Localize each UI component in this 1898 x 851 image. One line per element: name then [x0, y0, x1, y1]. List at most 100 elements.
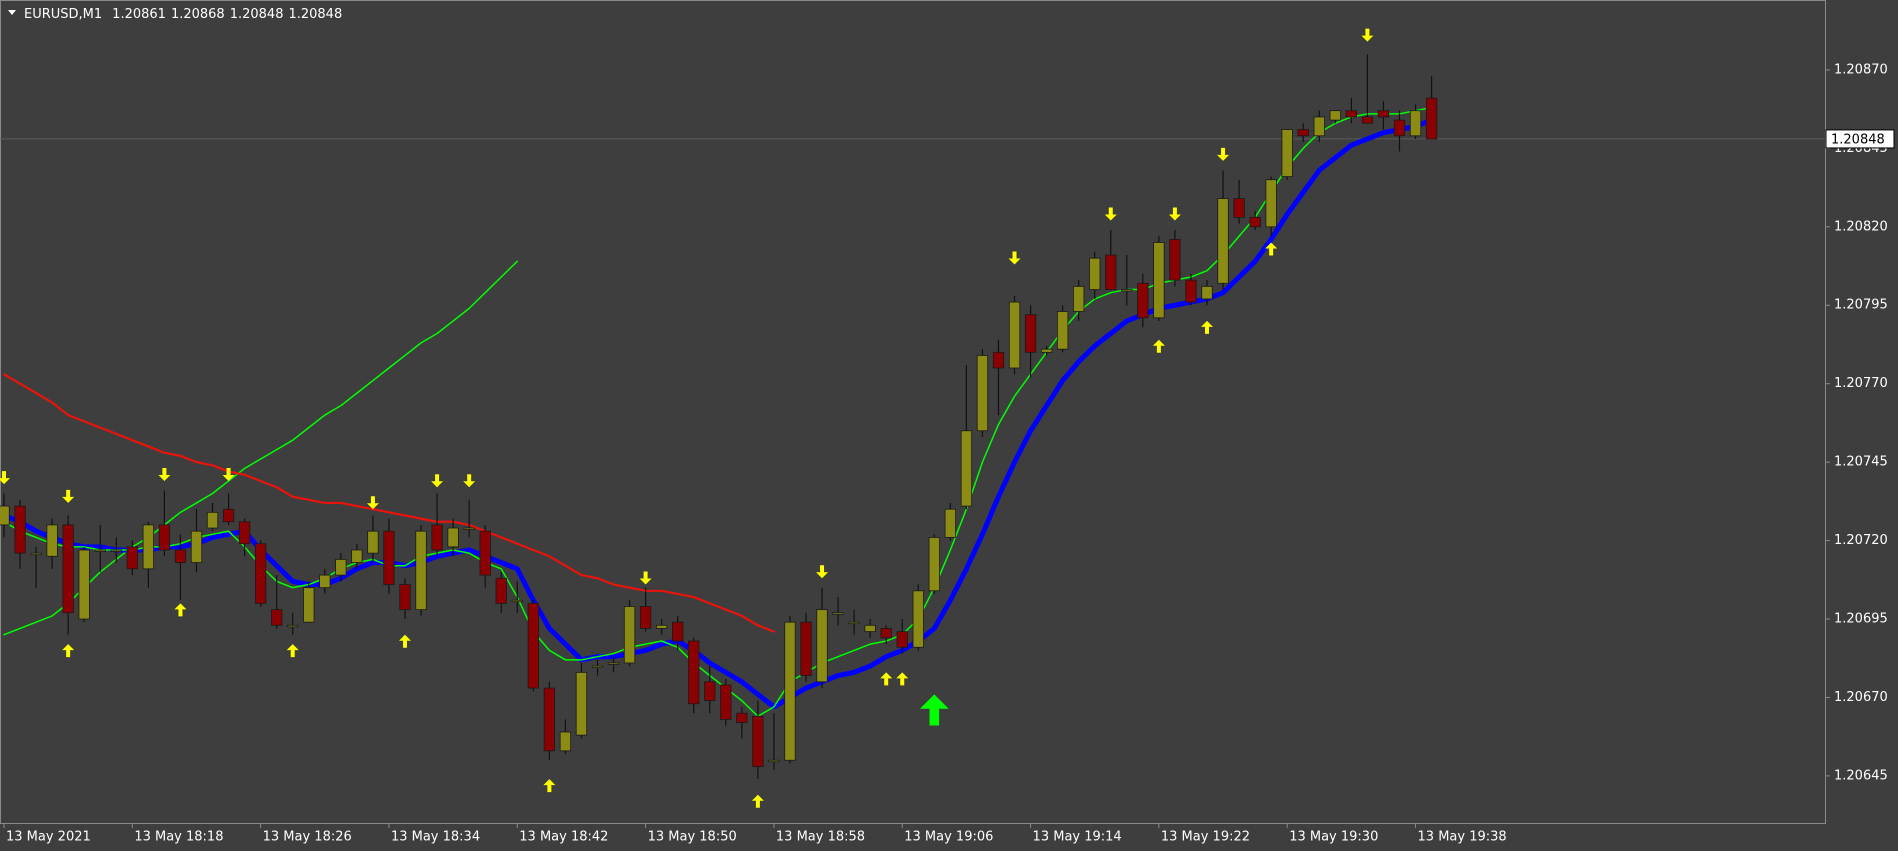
candle-body: [672, 621, 684, 642]
signal-arrow: [286, 644, 299, 658]
candle-body: [639, 606, 652, 629]
candle-body: [479, 530, 491, 576]
signal-arrow: [431, 474, 444, 488]
signal-arrow: [174, 603, 187, 617]
candle-body: [607, 662, 620, 665]
candle-body: [238, 521, 251, 545]
signal-layer: [0, 28, 1374, 808]
x-tick-label: 13 May 19:14: [1033, 830, 1122, 845]
signal-arrow: [919, 694, 949, 726]
candle-body: [287, 624, 299, 628]
candle-body: [1409, 110, 1422, 137]
x-tick-label: 13 May 19:30: [1289, 830, 1378, 845]
axis-layer: 1.20645 1.20670 1.20695 1.20720 1.20745 1.207…: [3, 62, 1895, 845]
candle-body: [174, 549, 187, 563]
candle-body: [14, 505, 26, 554]
candle-body: [1169, 238, 1181, 281]
signal-arrow: [543, 779, 556, 793]
candle-body: [190, 530, 203, 563]
candle-body: [158, 524, 171, 551]
candle-body: [1265, 179, 1277, 228]
x-tick-label: 13 May 18:42: [519, 830, 608, 845]
signal-arrow: [62, 489, 75, 503]
y-tick-label: 1.20820: [1834, 219, 1888, 234]
header-close: 1.20848: [288, 7, 342, 22]
signal-arrow: [816, 565, 829, 579]
signal-arrow: [1217, 147, 1230, 161]
y-tick-label: 1.20795: [1834, 298, 1888, 313]
signal-arrow: [1361, 28, 1374, 42]
candle-body: [688, 640, 700, 705]
candle-body: [1233, 198, 1245, 218]
candle-body: [271, 609, 283, 626]
signal-arrow: [1201, 320, 1213, 334]
candle-body: [543, 687, 556, 752]
signal-arrow: [463, 474, 476, 488]
candle-body: [495, 577, 507, 604]
candle-body: [864, 624, 876, 632]
x-tick-label: 13 May 19:06: [904, 830, 993, 845]
signal-arrow: [62, 644, 75, 658]
candle-body: [1281, 129, 1293, 177]
candle-body: [399, 584, 411, 611]
candle-body: [1024, 314, 1037, 353]
candle-body: [415, 530, 427, 611]
signal-arrow: [0, 471, 10, 485]
y-tick-label: 1.20670: [1834, 690, 1888, 705]
x-tick-label: 13 May 19:38: [1418, 830, 1507, 845]
signal-arrow: [1265, 242, 1278, 256]
x-tick-label: 13 May 18:18: [134, 830, 223, 845]
price-box-label: 1.20848: [1831, 132, 1885, 147]
candle-body: [832, 612, 844, 615]
candle-body: [78, 549, 90, 620]
candle-body: [1040, 348, 1053, 353]
signal-arrow: [751, 794, 764, 808]
candle-body: [784, 621, 796, 761]
candle-body: [720, 684, 732, 720]
candle-body: [768, 759, 780, 763]
candle-body: [126, 546, 138, 570]
signal-arrow: [1104, 207, 1117, 221]
header-high: 1.20868: [171, 7, 225, 22]
candle-body: [976, 355, 989, 432]
candle-body: [1361, 116, 1374, 124]
candle-body: [335, 559, 347, 576]
signal-arrow: [639, 571, 652, 585]
candle-body: [800, 621, 812, 676]
candle-body: [319, 574, 331, 589]
candle-body: [944, 508, 957, 538]
candle-body: [848, 621, 860, 625]
menu-triangle[interactable]: [8, 10, 16, 15]
candle-body: [527, 602, 539, 689]
candle-body: [222, 508, 235, 523]
candle-body: [559, 731, 572, 752]
signal-arrow: [1152, 339, 1165, 353]
candle-body: [110, 549, 122, 552]
candle-body: [655, 624, 668, 629]
header-open: 1.20861: [112, 7, 166, 22]
candle-body: [816, 609, 828, 683]
candle-body: [1425, 97, 1438, 140]
plot-frame: [0, 0, 1826, 824]
candle-body: [1297, 129, 1309, 137]
candle-body: [736, 712, 748, 723]
x-tick-label: 13 May 18:58: [776, 830, 865, 845]
x-tick-label: 13 May 2021: [6, 830, 91, 845]
candle-body: [1217, 198, 1229, 284]
candle-body: [1137, 282, 1149, 319]
y-tick-label: 1.20695: [1834, 612, 1888, 627]
y-tick-label: 1.20745: [1834, 455, 1888, 470]
candle-body: [704, 681, 716, 702]
candle-body: [30, 552, 42, 556]
candle-body: [1377, 110, 1390, 118]
candle-body: [1073, 286, 1085, 312]
candle-body: [1201, 286, 1213, 300]
candle-body: [912, 590, 924, 648]
candle-body: [383, 530, 395, 585]
symbol: EURUSD,M1: [24, 7, 102, 22]
candle-body: [1313, 116, 1325, 137]
signal-arrow: [896, 672, 909, 686]
signal-arrow: [366, 496, 379, 510]
